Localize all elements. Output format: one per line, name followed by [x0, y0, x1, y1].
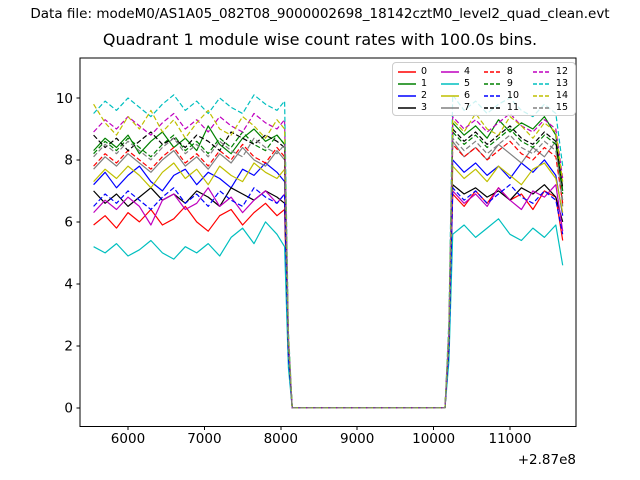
- legend-swatch-2: [398, 95, 416, 97]
- legend-swatch-7: [440, 107, 459, 109]
- legend-label: 14: [555, 90, 568, 101]
- legend-entry-14: 14: [532, 90, 568, 102]
- legend-swatch-4: [440, 71, 459, 73]
- legend-entry-8: 8: [483, 66, 519, 78]
- legend-label: 15: [555, 102, 568, 113]
- legend-entry-6: 6: [440, 90, 470, 102]
- legend-label: 8: [506, 66, 513, 77]
- legend-entry-12: 12: [532, 66, 568, 78]
- x-tick-label: 9000: [340, 431, 374, 447]
- legend-label: 5: [463, 78, 470, 89]
- legend-swatch-15: [532, 107, 551, 109]
- y-tick-label: 10: [56, 91, 73, 107]
- legend-swatch-3: [398, 107, 416, 109]
- x-tick-label: 6000: [111, 431, 145, 447]
- legend-label: 3: [421, 102, 428, 113]
- legend-entry-0: 0: [398, 66, 427, 78]
- chart-title: Quadrant 1 module wise count rates with …: [102, 30, 538, 49]
- legend-entry-3: 3: [398, 102, 427, 114]
- legend-label: 4: [463, 66, 470, 77]
- series-line-5: [93, 218, 564, 409]
- series-line-4: [93, 184, 564, 409]
- legend-entry-11: 11: [483, 102, 519, 114]
- series-line-7: [93, 140, 564, 409]
- legend-swatch-0: [398, 71, 416, 73]
- y-tick-label: 8: [64, 153, 73, 169]
- y-tick-label: 2: [64, 339, 73, 355]
- x-tick-label: 8000: [264, 431, 298, 447]
- legend: 0 1 2 3 4 5 6 7 8 9 10 11 12 13 14 15: [392, 62, 576, 116]
- legend-label: 11: [506, 102, 519, 113]
- series-line-9: [93, 128, 564, 409]
- legend-swatch-10: [483, 95, 502, 97]
- series-line-14: [93, 103, 564, 409]
- legend-swatch-6: [440, 95, 459, 97]
- legend-label: 13: [555, 78, 568, 89]
- legend-column: 8 9 10 11: [483, 66, 519, 114]
- series-line-11: [93, 125, 564, 409]
- y-tick-label: 4: [64, 277, 73, 293]
- legend-label: 12: [555, 66, 568, 77]
- legend-label: 1: [421, 78, 428, 89]
- legend-swatch-8: [483, 71, 502, 73]
- x-axis-offset-label: +2.87e8: [517, 452, 576, 468]
- legend-entry-15: 15: [532, 102, 568, 114]
- series-line-0: [93, 187, 564, 409]
- legend-entry-10: 10: [483, 90, 519, 102]
- series-line-12: [93, 112, 564, 409]
- series-line-8: [93, 140, 564, 409]
- series-line-10: [93, 184, 564, 409]
- legend-entry-5: 5: [440, 78, 470, 90]
- legend-entry-1: 1: [398, 78, 427, 90]
- series-line-3: [93, 184, 564, 409]
- legend-swatch-5: [440, 83, 459, 85]
- data-file-label: Data file: modeM0/AS1A05_082T08_90000026…: [30, 6, 610, 22]
- legend-swatch-13: [532, 83, 551, 85]
- legend-swatch-9: [483, 83, 502, 85]
- x-tick-label: 7000: [187, 431, 221, 447]
- x-tick-label: 11000: [489, 431, 532, 447]
- legend-entry-13: 13: [532, 78, 568, 90]
- legend-label: 6: [463, 90, 470, 101]
- legend-entry-9: 9: [483, 78, 519, 90]
- legend-column: 12 13 14 15: [532, 66, 568, 114]
- legend-swatch-14: [532, 95, 551, 97]
- y-tick-label: 6: [64, 215, 73, 231]
- legend-label: 7: [463, 102, 470, 113]
- y-tick-label: 0: [64, 401, 73, 417]
- legend-swatch-11: [483, 107, 502, 109]
- series-line-13: [93, 94, 564, 409]
- legend-entry-7: 7: [440, 102, 470, 114]
- legend-entry-4: 4: [440, 66, 470, 78]
- legend-swatch-12: [532, 71, 551, 73]
- axes-frame: [79, 57, 577, 428]
- legend-swatch-1: [398, 83, 416, 85]
- series-line-15: [93, 134, 564, 409]
- legend-label: 9: [506, 78, 513, 89]
- legend-label: 10: [506, 90, 519, 101]
- legend-entry-2: 2: [398, 90, 427, 102]
- x-tick-label: 10000: [412, 431, 455, 447]
- series-line-1: [93, 115, 564, 409]
- legend-label: 0: [421, 66, 428, 77]
- legend-label: 2: [421, 90, 428, 101]
